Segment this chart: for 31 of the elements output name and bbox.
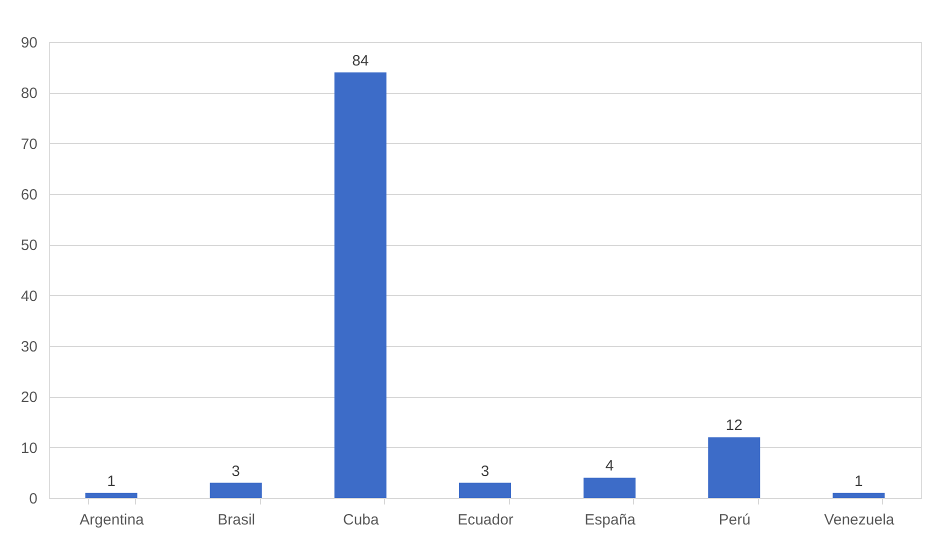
bar [210,482,262,498]
x-tick-label: España [584,512,636,528]
data-label: 1 [854,472,863,490]
y-tick-label: 90 [20,34,38,52]
bar [334,72,386,498]
y-tick-label: 60 [20,186,38,204]
y-tick-label: 0 [29,490,38,508]
x-tick-label: Venezuela [824,512,895,528]
data-label: 3 [232,462,240,480]
x-tick-label: Argentina [80,512,145,528]
data-label: 4 [605,458,614,475]
data-label: 3 [480,462,490,480]
y-tick-label: 10 [20,440,38,457]
bar [708,437,760,498]
y-tick-label: 40 [20,288,38,305]
bar [584,478,636,498]
y-tick-label: 80 [20,85,38,102]
y-tick-label: 20 [20,389,38,406]
y-tick-label: 30 [20,338,38,356]
bar [459,482,511,498]
data-label: 84 [352,52,369,70]
x-tick-label: Perú [718,512,750,528]
y-tick-label: 50 [20,237,38,254]
bar [85,492,138,498]
y-tick-label: 70 [20,136,38,153]
bar [832,492,885,498]
x-tick-label: Cuba [343,512,380,528]
x-tick-label: Ecuador [458,512,514,528]
data-label: 12 [726,417,742,434]
x-tick-label: Brasil [218,512,256,528]
data-label: 1 [107,472,116,490]
